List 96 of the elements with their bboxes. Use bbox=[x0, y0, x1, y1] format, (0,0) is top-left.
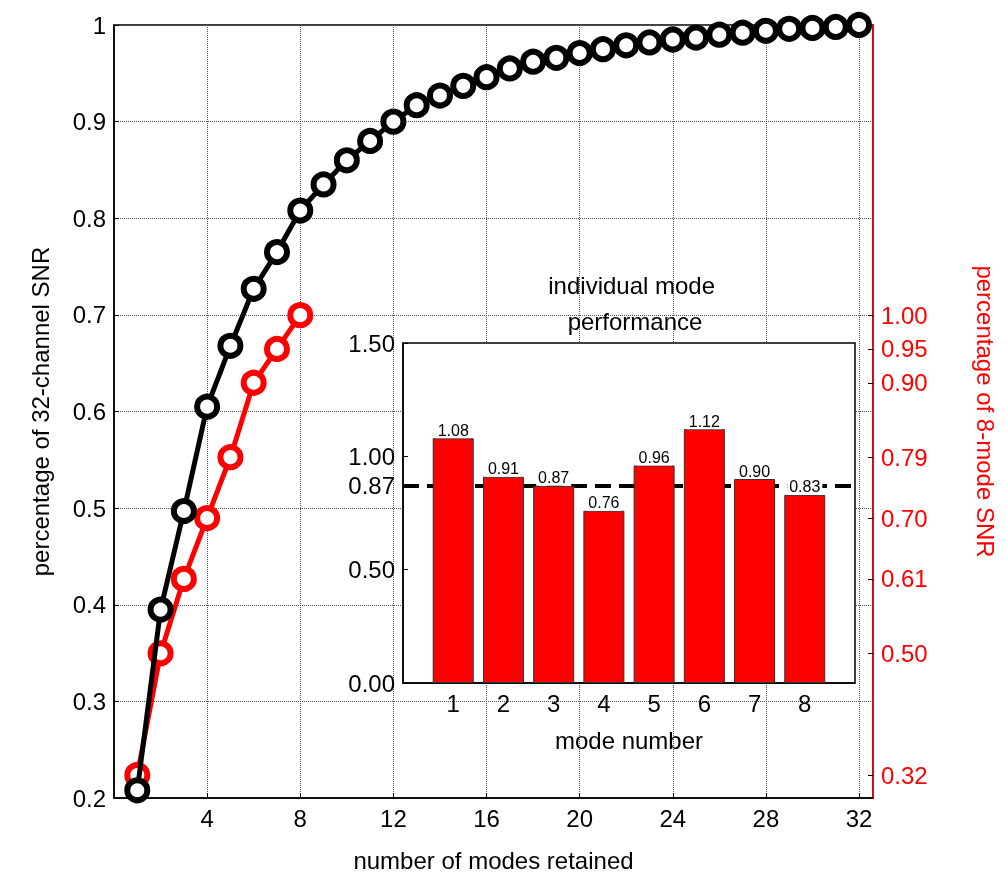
point bbox=[287, 302, 314, 329]
x-tick-label: 24 bbox=[659, 804, 687, 832]
point bbox=[264, 335, 290, 362]
bar bbox=[734, 479, 776, 683]
x-tick-label: 3 bbox=[546, 689, 561, 717]
point bbox=[357, 127, 384, 154]
x-tick-label: 12 bbox=[380, 804, 407, 832]
point bbox=[752, 17, 779, 44]
point bbox=[240, 369, 267, 396]
y2-tick-label: 0.79 bbox=[881, 443, 928, 471]
y-tick-label: 0.5 bbox=[72, 494, 106, 522]
y-tick-label: 0.4 bbox=[72, 591, 106, 619]
y-tick-label: 0.7 bbox=[72, 301, 106, 329]
x-tick-label: 8 bbox=[293, 804, 307, 832]
point bbox=[380, 108, 407, 135]
point bbox=[170, 498, 197, 525]
point bbox=[822, 13, 849, 40]
point bbox=[310, 171, 337, 198]
x-tick-label: 32 bbox=[845, 804, 873, 832]
point bbox=[217, 444, 244, 471]
point bbox=[147, 596, 174, 623]
point bbox=[264, 239, 290, 266]
y-axis-title: percentage of 32-channel SNR bbox=[26, 246, 54, 577]
point bbox=[426, 82, 453, 109]
x-tick-label: 16 bbox=[473, 804, 500, 832]
data-label: 0.83 bbox=[789, 478, 821, 496]
point bbox=[217, 332, 244, 359]
y2-tick-label: 1.00 bbox=[881, 301, 928, 329]
x-tick-label: 4 bbox=[597, 689, 611, 717]
data-label: 0.91 bbox=[487, 460, 520, 478]
x-axis-title: number of modes retained bbox=[353, 846, 634, 874]
x-tick-label: 4 bbox=[200, 804, 214, 832]
x-tick-label: 2 bbox=[496, 689, 511, 717]
x-tick-label: 7 bbox=[747, 689, 762, 717]
point bbox=[613, 32, 640, 59]
y-tick-label: 1 bbox=[92, 11, 106, 39]
bar bbox=[633, 465, 675, 683]
point bbox=[706, 21, 733, 48]
point bbox=[124, 777, 151, 804]
x-tick-label: 5 bbox=[647, 689, 661, 717]
bar bbox=[432, 438, 474, 683]
point bbox=[659, 26, 686, 53]
x-tick-label: 6 bbox=[697, 689, 712, 717]
data-label: 0.96 bbox=[638, 448, 670, 466]
x-tick-label: 28 bbox=[752, 804, 780, 832]
x-axis-title: mode number bbox=[554, 726, 704, 754]
y-tick-label: 0.9 bbox=[72, 108, 106, 136]
y-tick-label: 0.87 bbox=[348, 472, 395, 500]
bar bbox=[583, 510, 625, 683]
point bbox=[683, 24, 710, 51]
data-label: 1.12 bbox=[688, 412, 721, 430]
point bbox=[496, 55, 523, 82]
y-tick-label: 0.3 bbox=[72, 687, 106, 715]
y2-axis-title: percentage of 8-mode SNR bbox=[971, 265, 999, 558]
point bbox=[333, 147, 360, 174]
bar bbox=[482, 476, 524, 683]
point bbox=[729, 19, 756, 46]
y2-tick-label: 0.90 bbox=[881, 369, 928, 397]
y2-tick-label: 0.50 bbox=[881, 639, 928, 667]
y2-tick-label: 0.95 bbox=[881, 335, 928, 363]
y-tick-label: 0.00 bbox=[348, 669, 395, 697]
y2-tick-label: 0.70 bbox=[881, 504, 928, 532]
y-tick-label: 0.8 bbox=[72, 204, 106, 232]
y2-tick-label: 0.61 bbox=[881, 565, 928, 593]
chart-title: individual mode performance bbox=[548, 271, 722, 335]
point bbox=[240, 275, 267, 302]
x-tick-label: 8 bbox=[798, 689, 812, 717]
point bbox=[450, 72, 477, 99]
y-tick-label: 0.50 bbox=[348, 556, 395, 584]
bar bbox=[533, 485, 575, 683]
point bbox=[194, 393, 221, 420]
data-label: 1.08 bbox=[437, 421, 469, 439]
point bbox=[543, 44, 570, 71]
point bbox=[799, 14, 826, 41]
point bbox=[566, 40, 593, 67]
point bbox=[194, 505, 221, 532]
point bbox=[846, 12, 873, 38]
point bbox=[170, 565, 197, 592]
x-tick-label: 1 bbox=[446, 689, 460, 717]
point bbox=[403, 92, 430, 119]
bar bbox=[683, 429, 725, 683]
y-tick-label: 1.00 bbox=[348, 442, 395, 470]
y-tick-label: 1.50 bbox=[348, 329, 395, 357]
point bbox=[520, 48, 547, 75]
y-tick-label: 0.6 bbox=[72, 398, 106, 425]
data-label: 0.90 bbox=[738, 462, 771, 480]
point bbox=[776, 15, 803, 42]
point bbox=[287, 197, 314, 224]
x-tick-label: 20 bbox=[566, 804, 593, 832]
point bbox=[636, 29, 663, 56]
point bbox=[589, 36, 616, 63]
y2-tick-label: 0.32 bbox=[881, 761, 928, 789]
y-tick-label: 0.2 bbox=[72, 784, 106, 812]
point bbox=[473, 64, 500, 91]
data-label: 0.76 bbox=[588, 494, 620, 512]
data-label: 0.87 bbox=[538, 469, 570, 487]
